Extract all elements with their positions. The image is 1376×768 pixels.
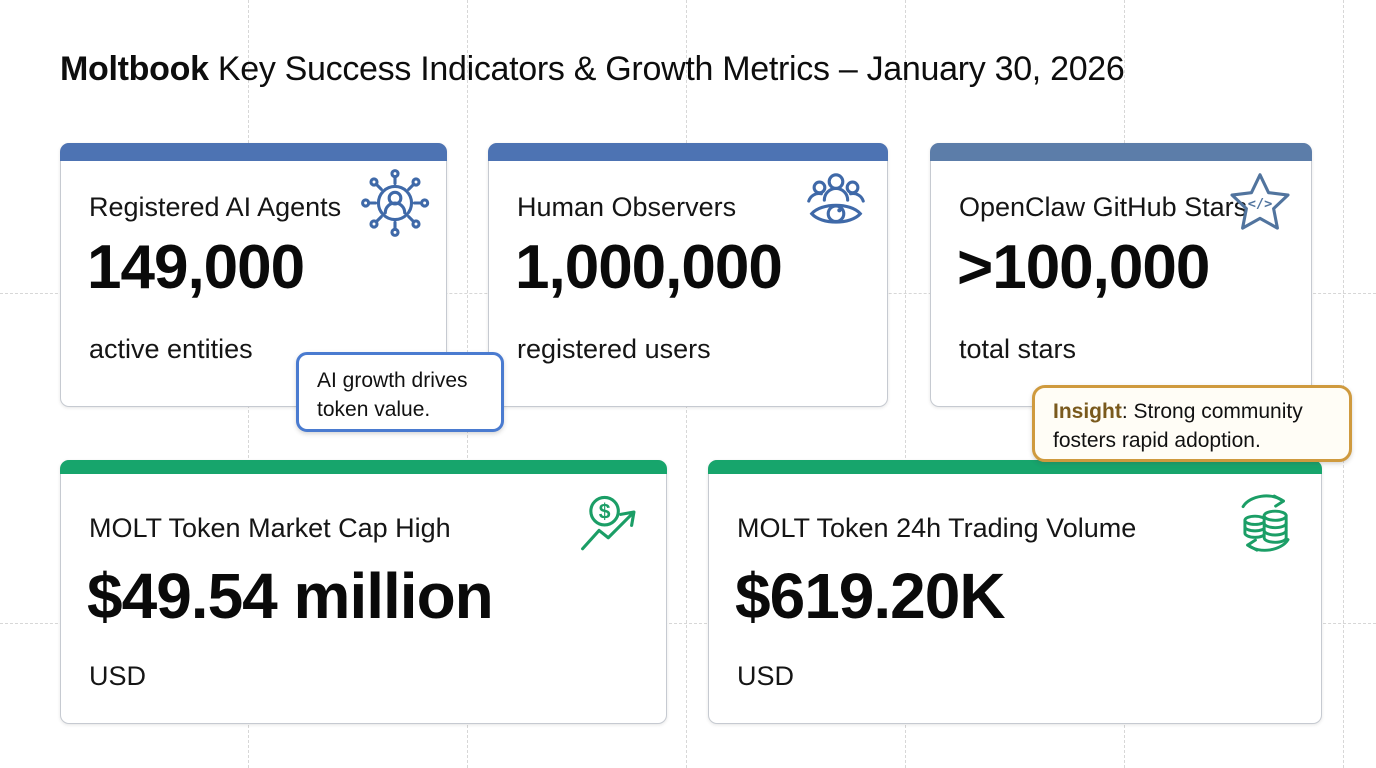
card-sublabel: total stars bbox=[959, 334, 1077, 364]
card-value: $49.54 million bbox=[87, 560, 494, 632]
card-label: Registered AI Agents bbox=[89, 192, 342, 222]
card-label: MOLT Token Market Cap High bbox=[89, 513, 451, 543]
card-accent-bar bbox=[488, 143, 888, 161]
observers-eye-icon bbox=[807, 173, 865, 224]
grid-line-horizontal bbox=[0, 623, 1376, 624]
card-openclaw-github-stars: OpenClaw GitHub Stars >100,000 total sta… bbox=[930, 143, 1312, 407]
card-label: OpenClaw GitHub Stars bbox=[959, 192, 1248, 222]
callout-text: AI growth drives token value. bbox=[317, 369, 468, 421]
callout-insight-text: : Strong community fosters rapid adoptio… bbox=[1053, 400, 1303, 452]
grid-line-vertical bbox=[905, 0, 906, 768]
dollar-growth-icon: $ bbox=[581, 495, 636, 551]
callout-insight: Insight: Strong community fosters rapid … bbox=[1032, 385, 1352, 462]
card-value: $619.20K bbox=[735, 560, 1006, 632]
brand-name: Moltbook bbox=[60, 50, 209, 88]
callout-token-value: AI growth drives token value. bbox=[296, 352, 504, 432]
card-label: Human Observers bbox=[517, 192, 737, 222]
card-accent-bar bbox=[60, 460, 667, 474]
card-label: MOLT Token 24h Trading Volume bbox=[737, 513, 1137, 543]
card-molt-market-cap: MOLT Token Market Cap High $49.54 millio… bbox=[60, 460, 667, 724]
callout-insight-prefix: Insight bbox=[1053, 400, 1122, 423]
card-sublabel: registered users bbox=[517, 334, 711, 364]
card-value: 1,000,000 bbox=[515, 233, 783, 302]
card-value: >100,000 bbox=[957, 233, 1210, 302]
card-sublabel: USD bbox=[89, 661, 147, 691]
card-sublabel: active entities bbox=[89, 334, 253, 364]
grid-line-vertical bbox=[1343, 0, 1344, 768]
agent-network-icon bbox=[361, 169, 430, 237]
svg-text:$: $ bbox=[599, 501, 611, 524]
page-title: Moltbook Key Success Indicators & Growth… bbox=[60, 50, 1125, 89]
card-sublabel: USD bbox=[737, 661, 795, 691]
card-human-observers: Human Observers 1,000,000 registered use… bbox=[488, 143, 888, 407]
card-value: 149,000 bbox=[87, 233, 305, 302]
svg-text:</>: </> bbox=[1248, 196, 1273, 212]
star-code-icon: </> bbox=[1230, 173, 1290, 230]
page-title-rest: Key Success Indicators & Growth Metrics … bbox=[208, 50, 1125, 88]
card-accent-bar bbox=[708, 460, 1322, 474]
coins-exchange-icon bbox=[1241, 494, 1290, 552]
card-accent-bar bbox=[930, 143, 1312, 161]
card-accent-bar bbox=[60, 143, 447, 161]
card-molt-trading-volume: MOLT Token 24h Trading Volume $619.20K U… bbox=[708, 460, 1322, 724]
